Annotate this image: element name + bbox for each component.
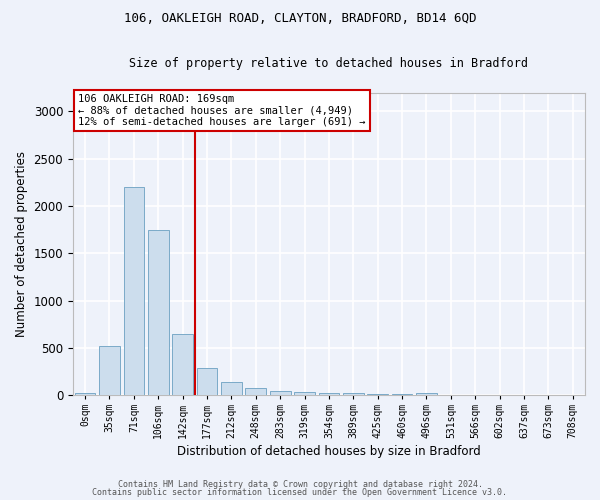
X-axis label: Distribution of detached houses by size in Bradford: Distribution of detached houses by size … [177,444,481,458]
Bar [197,368,217,396]
Bar [294,392,315,396]
Bar [343,394,364,396]
Bar [99,346,120,396]
Bar [172,334,193,396]
Text: 106, OAKLEIGH ROAD, CLAYTON, BRADFORD, BD14 6QD: 106, OAKLEIGH ROAD, CLAYTON, BRADFORD, B… [124,12,476,26]
Bar [392,394,412,396]
Bar [124,187,144,396]
Bar [416,393,437,396]
Bar [148,230,169,396]
Bar [367,394,388,396]
Text: Contains HM Land Registry data © Crown copyright and database right 2024.: Contains HM Land Registry data © Crown c… [118,480,482,489]
Text: Contains public sector information licensed under the Open Government Licence v3: Contains public sector information licen… [92,488,508,497]
Y-axis label: Number of detached properties: Number of detached properties [15,151,28,337]
Title: Size of property relative to detached houses in Bradford: Size of property relative to detached ho… [130,58,529,70]
Bar [270,390,290,396]
Text: 106 OAKLEIGH ROAD: 169sqm
← 88% of detached houses are smaller (4,949)
12% of se: 106 OAKLEIGH ROAD: 169sqm ← 88% of detac… [78,94,365,127]
Bar [75,392,95,396]
Bar [319,393,340,396]
Bar [221,382,242,396]
Bar [245,388,266,396]
